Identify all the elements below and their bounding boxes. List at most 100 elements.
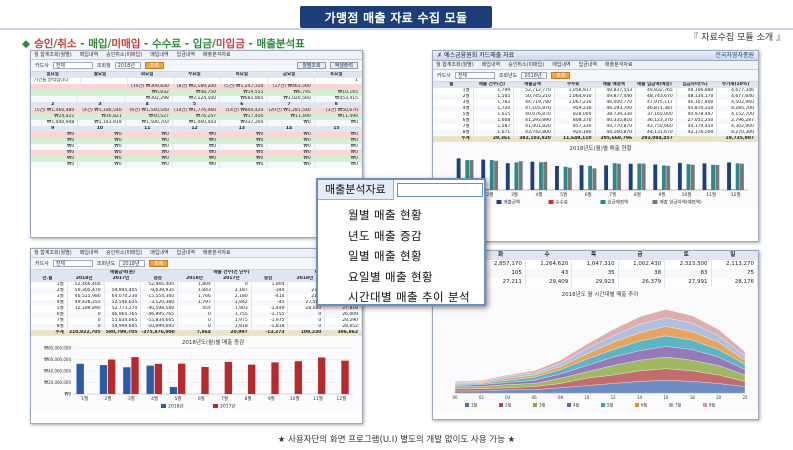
- menu-item-hourly-trend[interactable]: 시간대별 매출 추이 분석: [348, 290, 470, 304]
- excel-export-button[interactable]: 엑셀출력: [329, 62, 358, 69]
- chart-bar: [465, 160, 470, 190]
- chart-bar: [518, 161, 523, 190]
- chart-bar: [514, 162, 519, 190]
- search-button[interactable]: 조회: [551, 72, 571, 79]
- menu-item[interactable]: 입금내역: [176, 250, 196, 256]
- table-cell: 49,877,440: [596, 94, 637, 100]
- table-cell: 1,047,310: [572, 260, 619, 269]
- table-cell: 382,103,820: [514, 136, 555, 142]
- x-tick-label: 5월: [174, 395, 181, 402]
- search-button[interactable]: 조회: [149, 260, 169, 267]
- table-cell: 1,903: [215, 306, 252, 312]
- x-tick-label: 16: [663, 395, 669, 400]
- year-select[interactable]: 2018년: [521, 72, 548, 79]
- table-cell: 7월: [433, 124, 474, 130]
- table-cell: -15,554,360: [141, 294, 179, 300]
- menu-item[interactable]: 월 합계조회(월별): [34, 52, 72, 58]
- yearly-comparison-window: 월 합계조회(월별) 매입내역 승인취소(미매입) 매입내역 입금내역 매출분석…: [30, 248, 363, 424]
- menu-item[interactable]: 매입내역: [150, 52, 169, 58]
- menu-item[interactable]: 입금내역: [176, 52, 196, 58]
- table-cell: 38,739,330: [596, 112, 637, 118]
- legend-label: 5월: [607, 402, 614, 408]
- menu-item-monthly-sales[interactable]: 월별 매출 현황: [348, 208, 422, 222]
- legend-label: 1월: [471, 402, 478, 408]
- card-company-select[interactable]: 전체: [52, 260, 93, 267]
- x-tick-label: 12월: [336, 395, 346, 402]
- popup-search-field[interactable]: [396, 183, 483, 197]
- menu-item[interactable]: 승인취소(미매입): [508, 62, 545, 68]
- x-tick-label: 10월: [682, 191, 692, 198]
- y-tick-label: ₩80,000,000: [44, 346, 71, 351]
- calendar-row: ₩1,440,948 ₩1,143,919 ₩1,500,703 ₩1,060,443…: [31, 120, 362, 126]
- table-cell: 0: [178, 318, 215, 324]
- chart-bar: [702, 163, 707, 190]
- month-select[interactable]: 2018년: [114, 62, 141, 69]
- card-company-select[interactable]: 전체: [454, 72, 495, 79]
- x-tick-label: 10: [584, 395, 590, 400]
- legend-label: 3월: [539, 402, 546, 408]
- table-cell: 2018년: [178, 276, 215, 282]
- menu-item[interactable]: 매입내역: [481, 62, 501, 68]
- menu-item[interactable]: 매출분석자료: [203, 52, 231, 58]
- table-cell: 2,796,287: [717, 118, 758, 124]
- table-cell: 52,546,635: [105, 300, 142, 306]
- menu-item[interactable]: 매입내역: [552, 62, 571, 68]
- table-cell: 27,818: [325, 306, 362, 312]
- menu-item-weekday-sales[interactable]: 요일별 매출 현황: [348, 269, 433, 284]
- table-cell: [105, 282, 142, 288]
- table-cell: 41,293,890: [514, 118, 555, 124]
- menu-item[interactable]: 매입내역: [79, 52, 99, 58]
- table-cell: 2,857,170: [479, 260, 526, 269]
- monthly-view-button[interactable]: 월별조회: [297, 62, 326, 69]
- table-cell: 44,131,670: [636, 130, 677, 136]
- x-tick-label: 12월: [731, 191, 741, 198]
- table-cell: 3월: [433, 100, 474, 106]
- chart-bar: [534, 189, 539, 190]
- table-cell: 1,615: [474, 112, 515, 118]
- table-cell: 28,176: [712, 278, 758, 287]
- table-cell: 7,864: [178, 330, 215, 336]
- table-row: 6월 0 46,965,765 -46,995,765 0 1,755 -1,755 0 26,…: [31, 312, 362, 318]
- chart-bar: [99, 365, 108, 394]
- table-cell: 년.월: [31, 276, 68, 282]
- chart-bar: [485, 189, 490, 190]
- table-row: 8월 0 50,999,695 -50,999,695 0 1,818 -1,818 0 28,…: [31, 324, 362, 330]
- year-select[interactable]: 2018년: [119, 260, 146, 267]
- menu-item[interactable]: 매입내역: [79, 250, 99, 256]
- chart-bar: [555, 165, 559, 190]
- table-cell: 44,719,780: [514, 100, 555, 106]
- table-cell: 6월: [433, 118, 474, 124]
- legend-swatch: [600, 200, 606, 204]
- x-tick-label: 5월: [560, 191, 567, 198]
- legend-swatch: [161, 404, 166, 408]
- menu-item[interactable]: 매출분석자료: [203, 250, 231, 256]
- y-tick-label: ₩20,000,000: [44, 380, 71, 385]
- card-company-select[interactable]: 전체: [52, 62, 93, 69]
- menu-item-daily-sales[interactable]: 일별 매출 현황: [348, 249, 422, 263]
- analysis-popup-menu: 매출분석자료 월별 매출 현황 년도 매출 증감 일별 매출 현황 요일별 매출…: [316, 178, 486, 306]
- menu-item[interactable]: 매입내역: [150, 250, 169, 256]
- table-cell: 0: [68, 324, 105, 330]
- table-cell: 4,502,960: [717, 100, 758, 106]
- table-cell: 109,230: [288, 330, 326, 336]
- table-cell: 1,797: [178, 300, 215, 306]
- table-header-row: 년.월2018년2017년증감2018년2017년증감2018년2017년: [31, 276, 362, 282]
- chart-bar: [530, 161, 535, 190]
- table-sum-row: 누계 210,922,705 580,799,705 -375,876,000 7,86…: [31, 330, 362, 336]
- table-cell: 11,649,110: [555, 136, 596, 142]
- menu-item[interactable]: 매출분석자료: [605, 62, 633, 68]
- table-cell: 1,818: [215, 324, 252, 330]
- search-button[interactable]: 조회: [144, 62, 164, 69]
- chart-bar: [154, 363, 163, 394]
- menu-item-yearly-change[interactable]: 년도 매출 증감: [348, 228, 422, 243]
- menu-item[interactable]: 입금내역: [578, 62, 598, 68]
- menu-item[interactable]: 월 합계조회(월별): [436, 62, 474, 68]
- menu-item[interactable]: 월 합계조회(월별): [34, 250, 72, 256]
- menu-item[interactable]: 승인취소(미매입): [106, 52, 143, 58]
- menu-item[interactable]: 승인취소(미매입): [106, 250, 143, 256]
- table-cell: 50,305,470: [68, 288, 105, 294]
- chart-bar: [604, 165, 609, 190]
- legend-swatch: [213, 404, 218, 408]
- x-tick-label: 14: [637, 395, 643, 400]
- table-cell: 920,190: [555, 130, 596, 136]
